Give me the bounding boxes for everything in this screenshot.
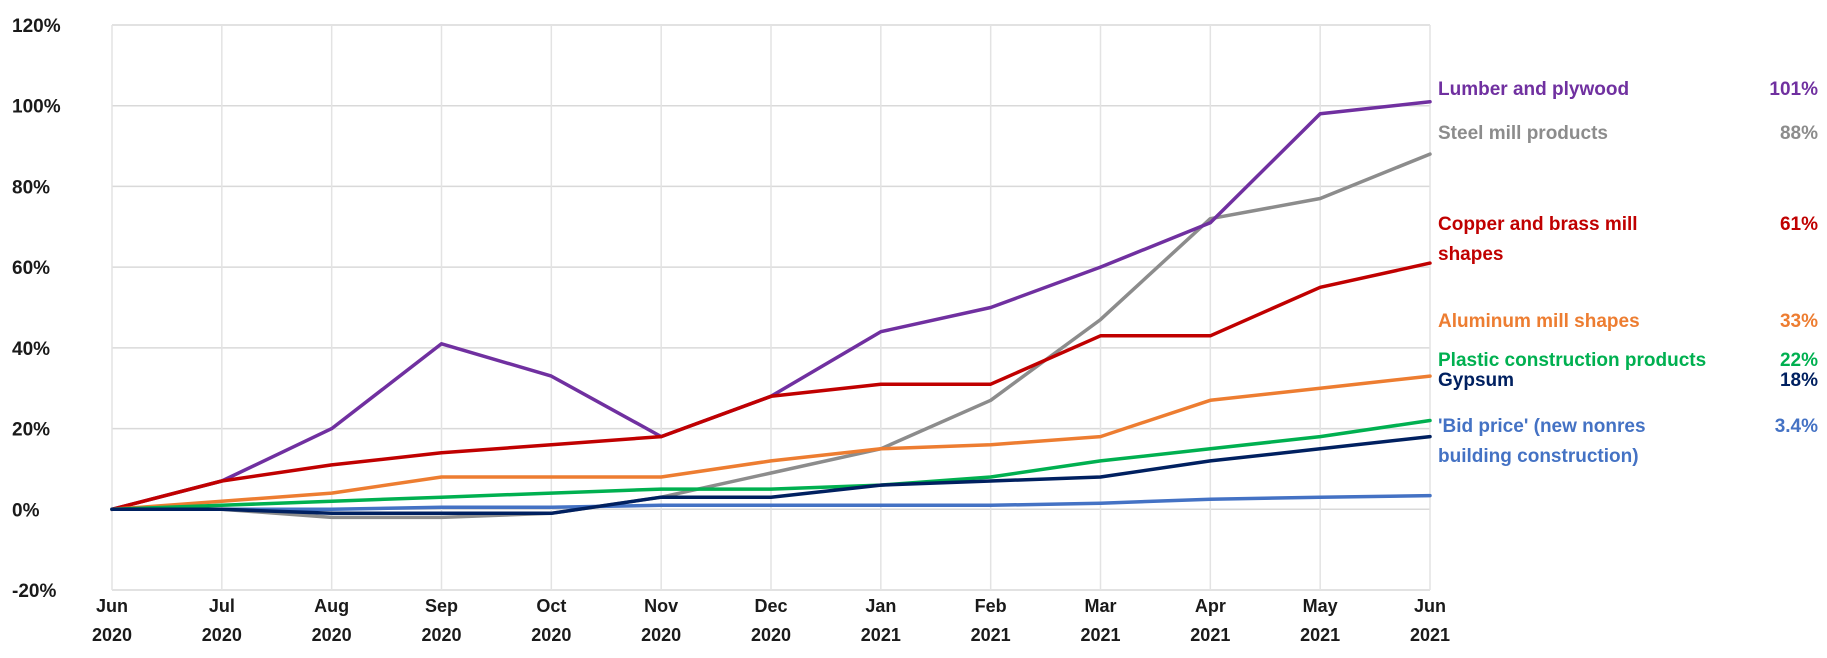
x-tick-label-month: Dec — [754, 596, 787, 616]
x-tick-label-year: 2021 — [1410, 625, 1450, 645]
x-tick-label-year: 2020 — [641, 625, 681, 645]
x-tick-label-year: 2021 — [1300, 625, 1340, 645]
x-axis: Jun 2020 Jul 2020 Aug 2020 Sep 2020 Oct 2020 Nov 20… — [92, 596, 1450, 645]
x-tick-label-year: 2020 — [531, 625, 571, 645]
x-tick-label-month: Sep — [425, 596, 458, 616]
x-tick-label-month: Aug — [314, 596, 349, 616]
series-label-bid-price-new-nonres-building-construction: 'Bid price' (new nonres — [1438, 416, 1646, 437]
series-line-copper-and-brass-mill-shapes — [110, 261, 1432, 512]
x-tick-label-month: Jan — [865, 596, 896, 616]
series-label-steel-mill-products: Steel mill products — [1438, 123, 1608, 144]
series-label-copper-and-brass-mill-shapes: Copper and brass mill — [1438, 214, 1638, 235]
series-line-bid-price-new-nonres-building-construction — [110, 493, 1432, 512]
series-end-value-plastic-construction-products: 22% — [1780, 350, 1818, 371]
series-annotations: Lumber and plywood 101% Steel mill product… — [1438, 79, 1818, 467]
x-tick-label-year: 2020 — [92, 625, 132, 645]
series-end-value-aluminum-mill-shapes: 33% — [1780, 311, 1818, 332]
series-end-value-bid-price-new-nonres-building-construction: 3.4% — [1775, 416, 1818, 437]
y-tick-label: -20% — [12, 581, 56, 602]
series-lines — [110, 99, 1432, 520]
y-tick-label: 0% — [12, 500, 40, 521]
x-tick-label-month: Oct — [536, 596, 566, 616]
series-line-plastic-construction-products — [110, 418, 1432, 512]
x-tick-label-year: 2020 — [312, 625, 352, 645]
y-tick-label: 80% — [12, 177, 50, 198]
x-tick-label-year: 2021 — [1190, 625, 1230, 645]
series-label-plastic-construction-products: Plastic construction products — [1438, 350, 1706, 371]
series-label-copper-and-brass-mill-shapes: shapes — [1438, 244, 1503, 265]
series-line-gypsum — [110, 434, 1432, 516]
series-label-gypsum: Gypsum — [1438, 370, 1514, 391]
series-line-steel-mill-products — [110, 152, 1432, 520]
y-tick-label: 60% — [12, 258, 50, 279]
series-label-bid-price-new-nonres-building-construction: building construction) — [1438, 446, 1639, 467]
x-tick-label-month: Nov — [644, 596, 678, 616]
y-tick-label: 100% — [12, 97, 61, 118]
x-tick-label-year: 2021 — [1080, 625, 1120, 645]
series-end-value-gypsum: 18% — [1780, 370, 1818, 391]
x-tick-label-month: Jun — [96, 596, 128, 616]
series-label-lumber-and-plywood: Lumber and plywood — [1438, 79, 1629, 100]
series-end-value-lumber-and-plywood: 101% — [1769, 79, 1818, 100]
y-tick-label: 120% — [12, 16, 61, 37]
x-tick-label-year: 2020 — [751, 625, 791, 645]
series-end-value-steel-mill-products: 88% — [1780, 123, 1818, 144]
series-label-aluminum-mill-shapes: Aluminum mill shapes — [1438, 311, 1640, 332]
x-tick-label-year: 2021 — [971, 625, 1011, 645]
y-tick-label: 20% — [12, 420, 50, 441]
x-tick-label-month: May — [1303, 596, 1338, 616]
x-tick-label-year: 2020 — [421, 625, 461, 645]
x-tick-label-month: Apr — [1195, 596, 1226, 616]
series-end-value-copper-and-brass-mill-shapes: 61% — [1780, 214, 1818, 235]
y-axis: 120% 100% 80% 60% 40% 20% 0% -20% — [12, 16, 61, 602]
x-tick-label-year: 2020 — [202, 625, 242, 645]
x-tick-label-year: 2021 — [861, 625, 901, 645]
y-tick-label: 40% — [12, 339, 50, 360]
x-tick-label-month: Jun — [1414, 596, 1446, 616]
x-tick-label-month: Feb — [975, 596, 1007, 616]
x-tick-label-month: Mar — [1084, 596, 1116, 616]
series-line-aluminum-mill-shapes — [110, 374, 1432, 512]
x-tick-label-month: Jul — [209, 596, 235, 616]
